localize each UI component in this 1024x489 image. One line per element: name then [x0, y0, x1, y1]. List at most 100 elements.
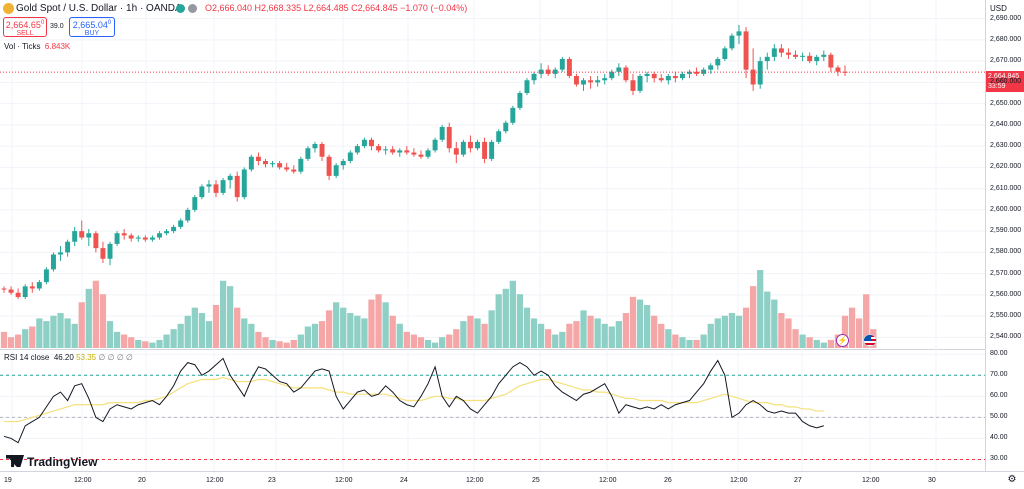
- candle-body: [107, 243, 113, 259]
- candle-body: [446, 127, 452, 149]
- candle: [658, 73, 664, 83]
- settings-gear-icon[interactable]: ⚙: [1007, 474, 1017, 485]
- volume-bar: [417, 337, 425, 348]
- price-tick-label: 2,690.000: [990, 14, 1022, 22]
- volume-bar: [474, 318, 481, 348]
- candle-body: [333, 165, 339, 176]
- candle: [22, 284, 28, 300]
- candle: [489, 139, 495, 161]
- candle-body: [65, 241, 71, 253]
- volume-bar: [389, 315, 396, 348]
- volume-bar: [467, 315, 474, 348]
- candle-body: [658, 78, 664, 81]
- candle: [588, 76, 594, 89]
- candle: [793, 50, 799, 59]
- volume-legend[interactable]: Vol · Ticks 6.843K: [4, 42, 71, 51]
- candle: [220, 178, 226, 195]
- volume-bar: [580, 310, 587, 348]
- volume-bar: [354, 315, 361, 348]
- candle: [114, 231, 120, 246]
- candle-body: [43, 269, 49, 283]
- volume-bar: [64, 318, 71, 348]
- candle: [757, 56, 763, 89]
- candle: [43, 267, 49, 285]
- candle: [29, 282, 35, 293]
- tradingview-logo[interactable]: TradingView: [6, 455, 97, 469]
- candle-body: [369, 139, 374, 147]
- candle: [319, 141, 325, 161]
- candle: [171, 224, 177, 234]
- volume-bar: [212, 304, 220, 348]
- candle: [376, 144, 382, 153]
- candle: [248, 154, 254, 172]
- candle-body: [743, 31, 749, 70]
- candle-body: [715, 59, 721, 66]
- gold-symbol-icon: [3, 3, 14, 14]
- candle-body: [291, 169, 297, 172]
- candle: [185, 207, 191, 223]
- candle-body: [93, 233, 99, 249]
- candle-body: [326, 156, 332, 176]
- candle-body: [432, 139, 438, 151]
- candle-body: [347, 152, 353, 161]
- buy-button[interactable]: 2,665.040 BUY: [69, 17, 115, 37]
- volume-bar: [283, 342, 290, 348]
- currency-label[interactable]: USD: [990, 4, 1007, 13]
- volume-bar: [481, 323, 488, 348]
- candle-body: [248, 156, 254, 170]
- candle-body: [559, 59, 565, 70]
- lightning-icon[interactable]: ⚡: [836, 334, 849, 347]
- rsi-legend[interactable]: RSI 14 close 46.20 53.35 ∅ ∅ ∅ ∅: [4, 353, 133, 362]
- volume-bar: [431, 342, 439, 348]
- candle-body: [835, 67, 841, 72]
- volume-bar: [0, 331, 8, 348]
- sell-button[interactable]: 2,664.650 SELL: [3, 17, 47, 37]
- symbol-title[interactable]: Gold Spot / U.S. Dollar · 1h · OANDA: [16, 3, 182, 14]
- candle-body: [234, 175, 240, 198]
- candle-body: [171, 226, 177, 232]
- candle-body: [517, 93, 523, 108]
- candle: [467, 135, 473, 153]
- candle: [178, 218, 184, 229]
- time-tick-label: 12:00: [335, 477, 353, 484]
- volume-bar: [276, 341, 283, 348]
- rsi-ma-line: [4, 376, 824, 423]
- candle: [128, 233, 134, 242]
- volume-bar: [304, 326, 312, 348]
- candle-body: [785, 52, 791, 55]
- candle: [800, 52, 806, 62]
- candle-body: [418, 154, 424, 157]
- candle-body: [764, 56, 770, 62]
- rsi-tick-label: 40.00: [990, 434, 1008, 442]
- candle-body: [157, 233, 162, 238]
- candle-body: [581, 80, 586, 85]
- time-tick-label: 12:00: [730, 477, 748, 484]
- candle-body: [298, 158, 304, 172]
- volume-bar: [488, 310, 495, 348]
- candle: [361, 137, 367, 149]
- candle-body: [220, 180, 226, 193]
- candle-body: [757, 61, 763, 85]
- price-tick-label: 2,620.000: [990, 163, 1022, 171]
- volume-bar: [502, 288, 509, 348]
- volume-bar: [375, 294, 382, 348]
- candle-body: [687, 71, 692, 74]
- market-open-icon: [176, 4, 185, 13]
- candle-body: [566, 59, 572, 76]
- volume-bar: [629, 296, 637, 348]
- candle-body: [79, 231, 85, 238]
- candle: [460, 139, 466, 157]
- volume-bar: [43, 321, 50, 348]
- volume-bar: [78, 302, 85, 348]
- candle-body: [828, 54, 834, 68]
- candle: [383, 146, 389, 155]
- candle-body: [736, 31, 742, 36]
- candle-body: [277, 163, 283, 168]
- us-flag-icon[interactable]: [863, 334, 877, 347]
- candle: [213, 180, 219, 198]
- candle-body: [439, 127, 445, 140]
- candle-body: [679, 73, 685, 79]
- candle: [241, 167, 247, 200]
- candle-body: [778, 48, 784, 53]
